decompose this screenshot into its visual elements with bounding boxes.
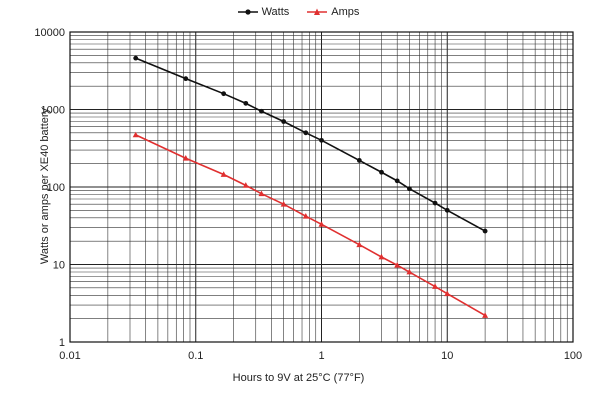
series-line-watts: [135, 57, 486, 232]
legend-item-amps: Amps: [307, 6, 359, 18]
y-tick-label: 1: [59, 337, 65, 349]
data-point-amps: [356, 241, 363, 248]
data-point-watts: [482, 228, 488, 234]
legend-label-amps: Amps: [331, 6, 360, 18]
y-tick-label: 1000: [41, 105, 65, 117]
x-tick-label: 0.01: [59, 350, 80, 362]
data-point-amps: [394, 261, 401, 268]
data-point-watts: [183, 76, 189, 82]
y-tick-label: 10: [53, 260, 65, 272]
data-point-amps: [220, 171, 227, 177]
y-tick-label: 10000: [34, 27, 65, 39]
data-point-watts: [259, 108, 264, 114]
data-point-amps: [432, 283, 439, 289]
data-point-amps: [444, 290, 451, 297]
data-point-watts: [444, 207, 450, 213]
data-point-amps: [482, 312, 489, 318]
x-axis-title: Hours to 9V at 25°C (77°F): [232, 372, 365, 384]
data-point-watts: [221, 91, 227, 97]
data-point-amps: [280, 200, 287, 207]
x-tick-label: 10: [441, 350, 453, 362]
data-point-watts: [394, 178, 400, 184]
data-point-amps: [406, 268, 413, 275]
x-tick-label: 1: [318, 350, 324, 362]
data-point-amps: [258, 190, 265, 197]
data-point-amps: [242, 182, 249, 188]
data-point-amps: [318, 221, 325, 227]
watts-legend-marker-icon: [237, 9, 258, 15]
legend-label-watts: Watts: [261, 6, 290, 18]
y-tick-label: 100: [47, 182, 65, 194]
data-point-watts: [432, 200, 438, 206]
legend-item-watts: Watts: [237, 6, 290, 18]
x-tick-label: 0.1: [188, 350, 203, 362]
data-point-watts: [356, 158, 362, 163]
data-point-amps: [132, 131, 139, 138]
data-point-watts: [281, 119, 287, 124]
x-tick-label: 100: [564, 350, 582, 362]
data-point-watts: [243, 100, 249, 106]
data-point-watts: [303, 130, 309, 136]
data-point-watts: [133, 55, 139, 61]
data-point-watts: [379, 169, 384, 175]
data-point-amps: [182, 155, 189, 161]
data-point-watts: [319, 137, 324, 143]
legend: Watts Amps: [0, 6, 597, 18]
amps-legend-marker-icon: [307, 8, 328, 15]
data-point-watts: [406, 186, 412, 192]
plot-area-frame: [69, 31, 574, 343]
data-point-amps: [378, 253, 385, 260]
data-point-amps: [302, 212, 309, 219]
y-axis-title: Watts or amps per XE40 battery: [39, 107, 51, 265]
